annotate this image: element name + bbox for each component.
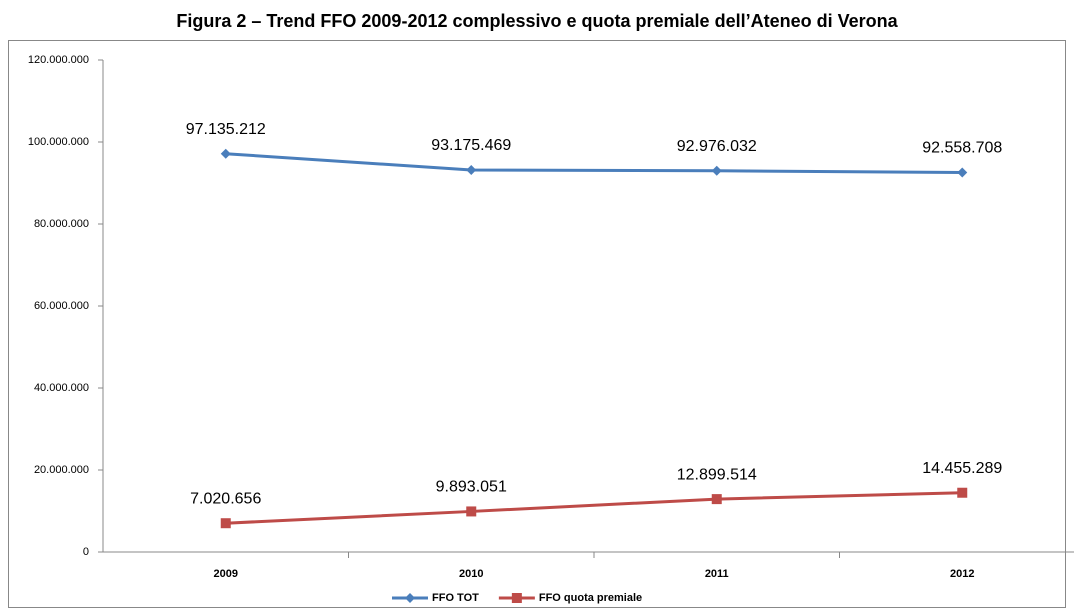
y-tick-label: 100.000.000 (28, 136, 89, 148)
x-tick-label: 2012 (950, 568, 974, 580)
series-line (225, 152, 963, 175)
data-label: 93.175.469 (431, 137, 511, 154)
x-tick-label: 2009 (214, 568, 238, 580)
x-tick-label: 2010 (459, 568, 483, 580)
y-tick-label: 40.000.000 (34, 382, 89, 394)
data-label: 97.135.212 (186, 121, 266, 138)
series-line (225, 491, 963, 525)
chart-title: Figura 2 – Trend FFO 2009-2012 complessi… (176, 11, 898, 31)
marker (711, 494, 722, 505)
data-label: 92.558.708 (922, 140, 1002, 157)
y-tick-label: 20.000.000 (34, 464, 89, 476)
legend-label: FFO TOT (432, 592, 479, 604)
chart-border (8, 40, 1066, 608)
data-label: 92.976.032 (677, 138, 757, 155)
data-label: 7.020.656 (190, 490, 261, 507)
marker (957, 167, 968, 178)
marker (466, 164, 477, 175)
y-tick-label: 60.000.000 (34, 300, 89, 312)
y-tick-label: 0 (83, 546, 89, 558)
x-tick-label: 2011 (705, 568, 729, 580)
legend-label: FFO quota premiale (539, 592, 642, 604)
marker (220, 518, 231, 529)
marker (711, 165, 722, 176)
marker (466, 506, 477, 517)
marker (511, 593, 522, 603)
marker (405, 593, 415, 603)
marker (220, 148, 231, 159)
data-label: 12.899.514 (677, 466, 757, 483)
y-tick-label: 120.000.000 (28, 54, 89, 66)
y-tick-label: 80.000.000 (34, 218, 89, 230)
data-label: 14.455.289 (922, 460, 1002, 477)
data-label: 9.893.051 (436, 479, 507, 496)
marker (957, 487, 968, 498)
